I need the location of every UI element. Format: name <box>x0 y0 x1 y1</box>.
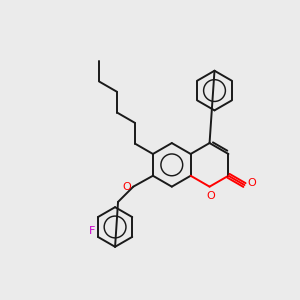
Text: F: F <box>88 226 95 236</box>
Text: O: O <box>248 178 256 188</box>
Text: O: O <box>206 190 215 201</box>
Text: O: O <box>123 182 131 192</box>
